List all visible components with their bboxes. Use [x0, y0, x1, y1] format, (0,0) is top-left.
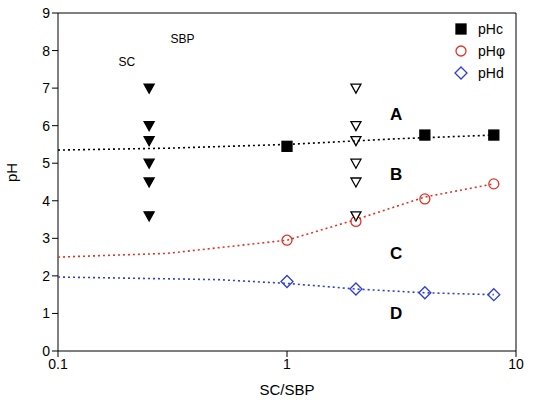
svg-text:pH: pH — [3, 163, 20, 182]
svg-text:7: 7 — [42, 80, 50, 96]
svg-text:4: 4 — [42, 193, 50, 209]
svg-text:3: 3 — [42, 230, 50, 246]
svg-text:10: 10 — [508, 356, 524, 372]
svg-text:SC/SBP: SC/SBP — [259, 381, 314, 398]
svg-text:1: 1 — [283, 356, 291, 372]
html-text:pHφ: pHφ — [478, 43, 505, 59]
svg-text:9: 9 — [42, 5, 50, 21]
svg-text:6: 6 — [42, 118, 50, 134]
svg-text:A: A — [390, 105, 402, 124]
svg-text:0: 0 — [42, 343, 50, 359]
svg-text:D: D — [390, 304, 402, 323]
svg-text:2: 2 — [42, 268, 50, 284]
svg-text:0.1: 0.1 — [48, 356, 68, 372]
svg-text:5: 5 — [42, 155, 50, 171]
svg-text:8: 8 — [42, 43, 50, 59]
svg-text:B: B — [390, 165, 402, 184]
svg-text:C: C — [390, 244, 402, 263]
html-text:pHc: pHc — [478, 21, 503, 37]
svg-text:1: 1 — [42, 305, 50, 321]
svg-text:SBP: SBP — [171, 32, 195, 46]
html-text:pHd: pHd — [478, 65, 504, 81]
svg-text:SC: SC — [119, 55, 136, 69]
